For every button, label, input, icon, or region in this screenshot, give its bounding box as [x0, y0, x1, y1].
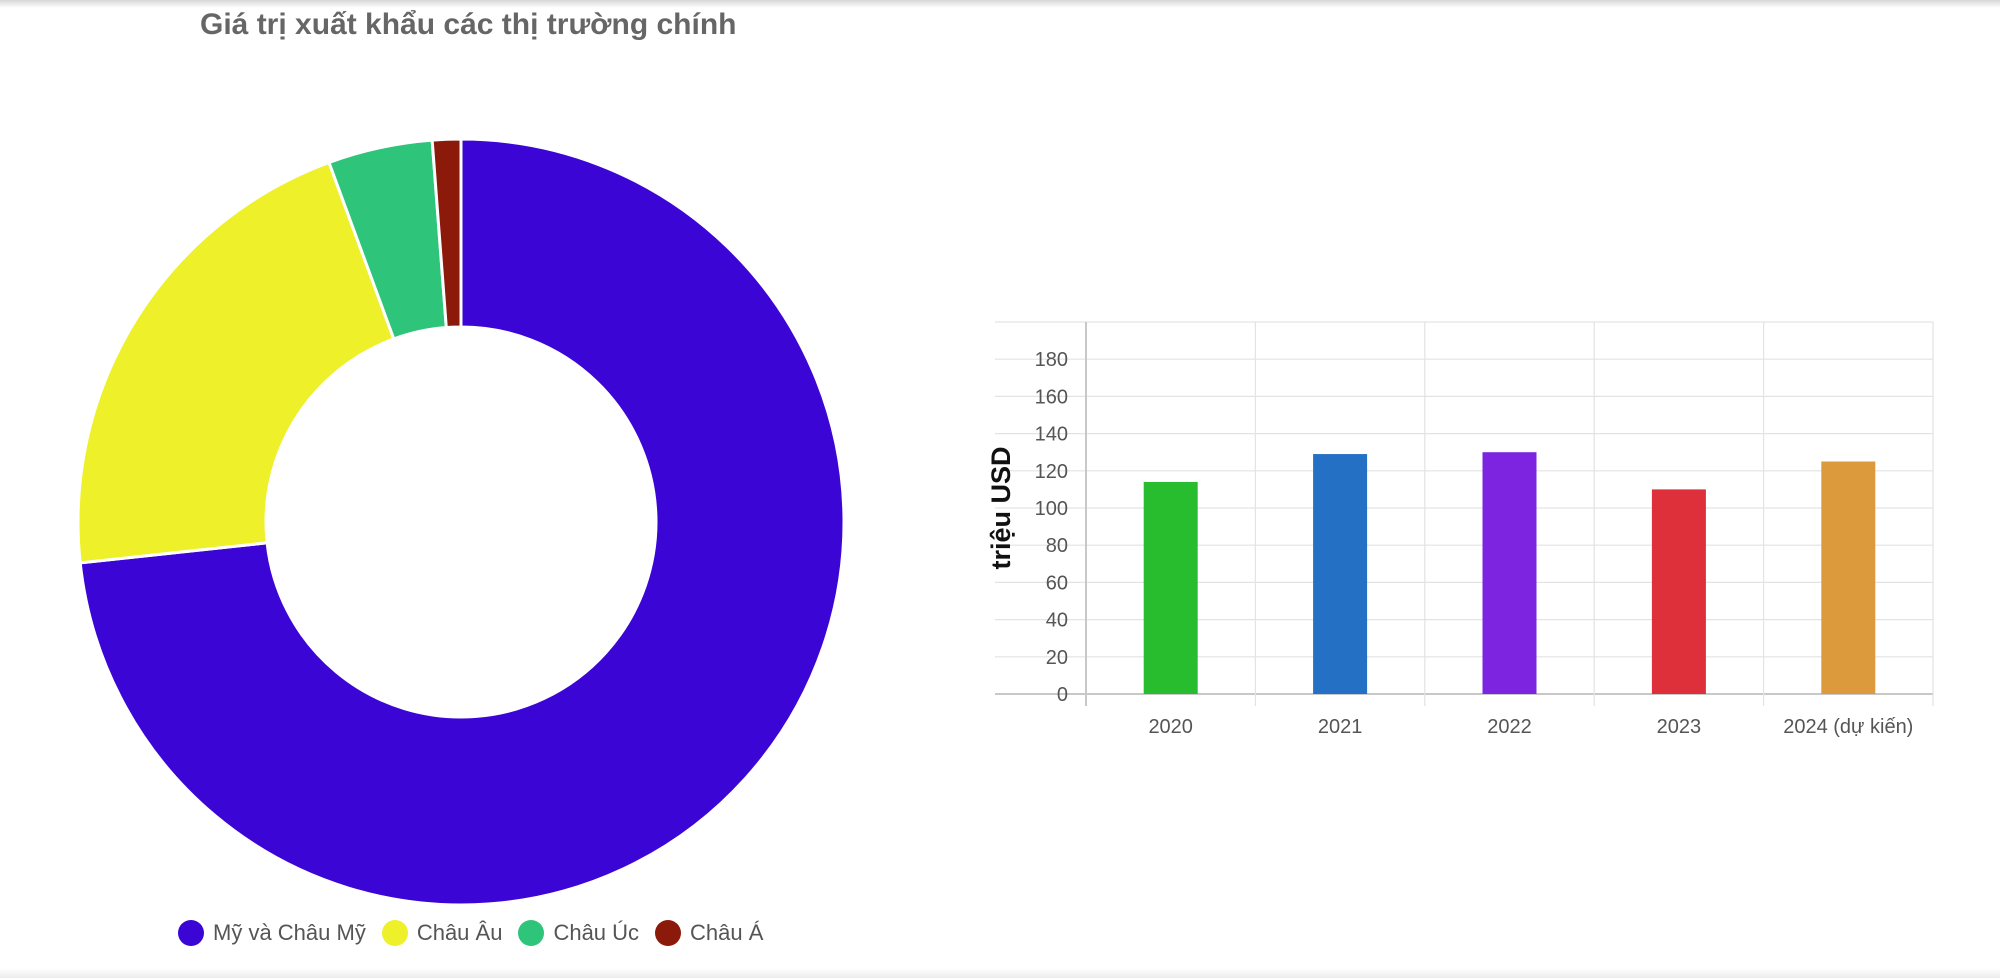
legend-label: Châu Âu [416, 920, 503, 945]
legend-swatch [518, 920, 545, 946]
bar-2020[interactable] [1143, 481, 1198, 694]
legend-swatch [178, 920, 204, 946]
y-tick-label: 160 [1035, 386, 1068, 408]
bar-2024-du-kien[interactable] [1821, 461, 1876, 695]
x-tick-label: 2020 [1148, 716, 1193, 738]
donut-chart [76, 137, 846, 907]
bar-chart-y-axis-label: triệu USD [986, 446, 1016, 569]
bar-chart-grid [995, 321, 1934, 706]
legend-item-my-va-chau-my[interactable]: Mỹ và Châu Mỹ [178, 920, 366, 946]
x-tick-label: 2024 (dự kiến) [1783, 716, 1913, 738]
y-tick-label: 100 [1035, 498, 1068, 520]
donut-legend: Mỹ và Châu Mỹ Châu Âu Châu Úc Châu Á [178, 920, 763, 946]
donut-chart-title: Giá trị xuất khẩu các thị trường chính [200, 8, 737, 41]
donut-slice-chau-au[interactable] [76, 160, 396, 565]
legend-swatch [381, 920, 408, 946]
legend-label: Mỹ và Châu Mỹ [213, 920, 366, 945]
bar-2023[interactable] [1651, 489, 1706, 694]
bar-chart-x-ticks: 2020 2021 2022 2023 2024 (dự kiến) [1148, 716, 1913, 738]
y-tick-label: 40 [1046, 610, 1068, 632]
y-tick-label: 60 [1046, 572, 1068, 594]
legend-item-chau-au[interactable]: Châu Âu [381, 920, 503, 946]
y-tick-label: 140 [1035, 424, 1068, 446]
y-tick-label: 80 [1046, 535, 1068, 557]
legend-swatch [655, 920, 682, 946]
x-tick-label: 2021 [1318, 716, 1363, 738]
bar-chart-y-ticks: 0 20 40 60 80 100 120 140 160 180 [1035, 349, 1068, 706]
legend-label: Châu Á [690, 920, 764, 945]
x-tick-label: 2022 [1487, 716, 1532, 738]
top-edge-shadow [0, 0, 2000, 8]
donut-slice-chau-a[interactable] [430, 137, 463, 330]
legend-item-chau-uc[interactable]: Châu Úc [518, 920, 639, 946]
bar-2021[interactable] [1313, 454, 1368, 694]
donut-slice-my-va-chau-my[interactable] [78, 137, 846, 907]
bottom-edge-shadow [0, 968, 2000, 978]
x-tick-label: 2023 [1657, 716, 1702, 738]
bar-2022[interactable] [1482, 452, 1537, 694]
y-tick-label: 0 [1057, 684, 1068, 706]
bar-chart-bars [1143, 452, 1876, 695]
y-tick-label: 180 [1035, 349, 1068, 371]
legend-label: Châu Úc [553, 920, 640, 945]
legend-item-chau-a[interactable]: Châu Á [655, 920, 763, 946]
y-tick-label: 20 [1046, 647, 1068, 669]
y-tick-label: 120 [1035, 461, 1068, 483]
